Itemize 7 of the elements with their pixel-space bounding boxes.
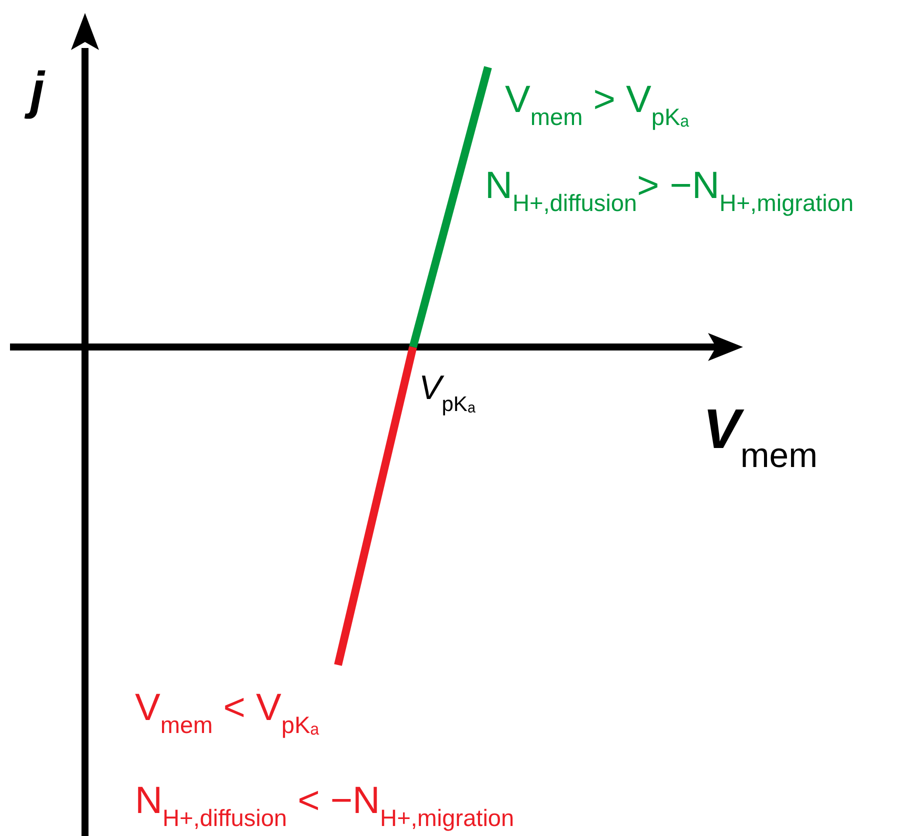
annotation: V$_{pKₐ}$ [419,369,476,416]
annotation: N$_{H+,diffusion}$> −N$_{H+,migration}$ [485,165,854,216]
text: N$_{H+,diffusion}$ < −N$_{H+,migration}$ [135,780,514,831]
annotation: V$_{mem}$ > V$_{pKₐ}$ [505,79,690,130]
text: V$_{mem}$ < V$_{pKₐ}$ [135,687,320,738]
x-axis-title: V$_{mem}$ [703,397,818,475]
y-axis-title: j [24,62,46,120]
